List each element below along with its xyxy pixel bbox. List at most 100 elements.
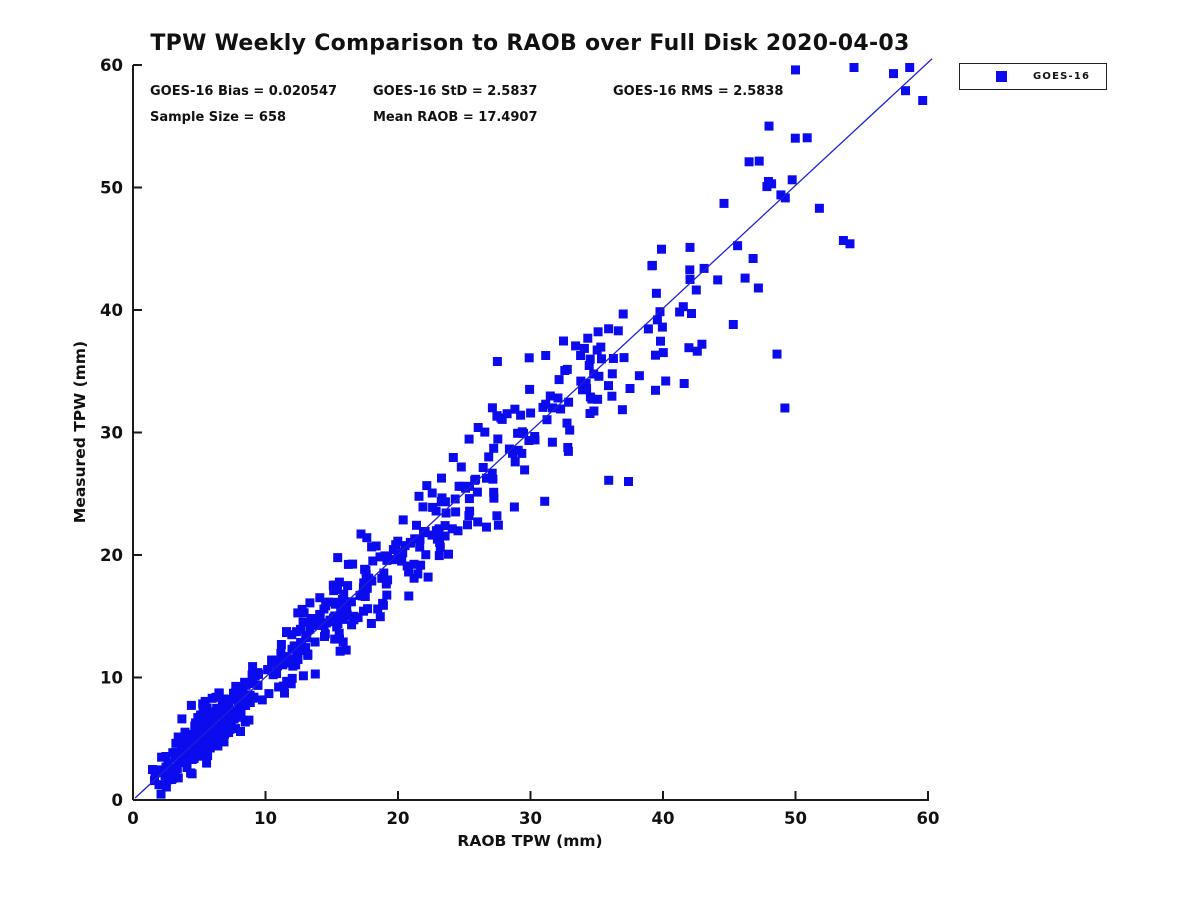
- scatter-point: [473, 517, 483, 527]
- scatter-point: [596, 342, 606, 352]
- scatter-point: [471, 474, 481, 484]
- scatter-point: [447, 524, 457, 534]
- scatter-point: [298, 617, 308, 627]
- scatter-point: [790, 133, 800, 143]
- scatter-point: [540, 496, 550, 506]
- scatter-point: [400, 541, 410, 551]
- y-tick-label: 60: [100, 56, 123, 75]
- scatter-point: [371, 541, 381, 551]
- scatter-point: [214, 688, 224, 698]
- scatter-point: [554, 375, 564, 385]
- scatter-point: [427, 488, 437, 498]
- scatter-point: [685, 275, 695, 284]
- scatter-point: [340, 611, 350, 621]
- scatter-point: [231, 709, 241, 719]
- scatter-point: [334, 577, 344, 587]
- scatter-point: [520, 465, 530, 475]
- scatter-point: [679, 379, 689, 388]
- scatter-point: [542, 415, 552, 425]
- scatter-point: [243, 693, 253, 703]
- scatter-point: [524, 436, 534, 445]
- scatter-point: [618, 309, 628, 319]
- scatter-point: [427, 530, 437, 540]
- scatter-point: [450, 494, 460, 504]
- scatter-point: [748, 254, 758, 263]
- scatter-point: [436, 497, 446, 506]
- scatter-point: [889, 69, 898, 79]
- scatter-point: [845, 239, 855, 249]
- scatter-point: [415, 534, 425, 544]
- scatter-point: [754, 156, 764, 166]
- scatter-point: [379, 568, 389, 578]
- scatter-point: [203, 736, 213, 746]
- x-tick-label: 20: [387, 809, 410, 828]
- scatter-point: [719, 198, 729, 208]
- scatter-point: [175, 758, 185, 768]
- scatter-point: [301, 631, 311, 640]
- scatter-point: [678, 302, 688, 312]
- scatter-point: [418, 502, 428, 512]
- scatter-point: [423, 572, 433, 582]
- scatter-point: [363, 604, 373, 614]
- scatter-point: [221, 717, 231, 727]
- y-tick-label: 20: [100, 546, 123, 565]
- scatter-point: [440, 521, 450, 531]
- scatter-point: [780, 403, 790, 413]
- scatter-point: [233, 696, 243, 706]
- scatter-point: [173, 773, 183, 783]
- scatter-point: [489, 493, 499, 503]
- scatter-point: [356, 529, 366, 539]
- scatter-point: [448, 453, 458, 462]
- scatter-point: [791, 65, 800, 75]
- scatter-point: [212, 714, 222, 724]
- scatter-point: [412, 520, 421, 530]
- scatter-point: [163, 765, 173, 775]
- scatter-point: [651, 288, 661, 298]
- scatter-point: [212, 703, 222, 713]
- scatter-point: [373, 604, 383, 614]
- scatter-point: [482, 473, 491, 483]
- scatter-point: [264, 689, 274, 699]
- scatter-point: [489, 443, 499, 453]
- scatter-point: [324, 597, 334, 607]
- x-tick-label: 40: [652, 809, 675, 828]
- scatter-point: [161, 782, 171, 792]
- scatter-point: [776, 190, 786, 200]
- scatter-point: [510, 457, 520, 467]
- y-tick-label: 0: [112, 791, 123, 810]
- scatter-point: [594, 371, 604, 381]
- scatter-series: [148, 63, 928, 799]
- scatter-point: [744, 157, 754, 167]
- scatter-point: [353, 613, 363, 623]
- scatter-point: [814, 203, 824, 213]
- stat-mean-raob: Mean RAOB = 17.4907: [373, 110, 538, 125]
- scatter-point: [651, 350, 660, 360]
- scatter-point: [329, 586, 339, 596]
- scatter-point: [173, 732, 183, 742]
- scatter-point: [195, 742, 205, 752]
- scatter-point: [404, 567, 414, 577]
- scatter-point: [280, 652, 290, 662]
- scatter-point: [478, 463, 488, 472]
- scatter-point: [339, 600, 349, 610]
- scatter-point: [587, 394, 597, 404]
- scatter-point: [404, 591, 414, 601]
- scatter-point: [651, 385, 660, 395]
- scatter-point: [661, 376, 671, 386]
- scatter-point: [291, 642, 300, 652]
- scatter-point: [564, 397, 574, 407]
- scatter-point: [435, 537, 445, 547]
- scatter-point: [181, 756, 191, 766]
- scatter-point: [489, 487, 499, 497]
- scatter-point: [268, 670, 278, 680]
- scatter-point: [248, 662, 258, 672]
- scatter-point: [440, 531, 450, 541]
- scatter-point: [451, 507, 461, 517]
- scatter-point: [576, 376, 586, 386]
- scatter-point: [359, 578, 369, 588]
- scatter-point: [434, 551, 444, 561]
- scatter-point: [604, 475, 614, 485]
- scatter-point: [415, 542, 425, 552]
- scatter-point: [326, 617, 336, 627]
